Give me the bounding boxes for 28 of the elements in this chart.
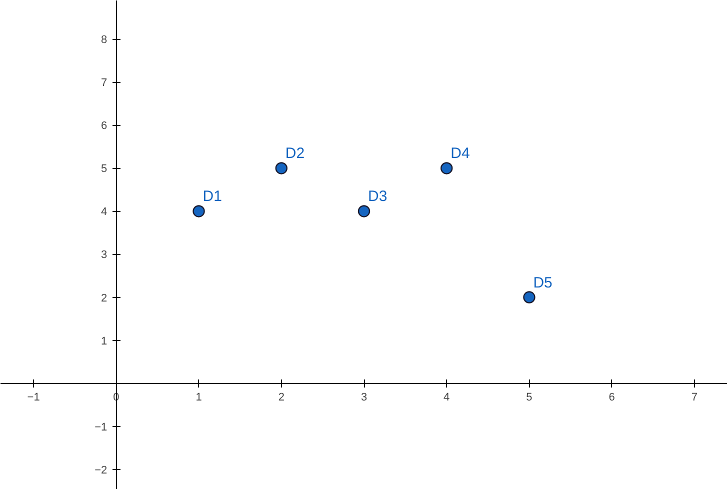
point [440,162,453,174]
y-tick-label: 5 [101,163,108,176]
annotation: D1 [202,188,222,206]
y-tick-label: −1 [94,421,108,434]
point [523,291,536,304]
x-tick-label: 6 [608,391,615,404]
y-tick-label: 3 [101,249,108,262]
y-tick-label: 8 [101,34,108,46]
annotation: D2 [285,145,305,162]
y-tick-label: 1 [101,335,108,348]
point [358,205,370,218]
x-tick-label: 3 [360,391,368,404]
y-tick-label: 7 [101,77,108,90]
x-tick-label: 1 [196,391,202,404]
annotation: D5 [533,274,552,292]
annotation: D3 [368,188,388,206]
y-tick-label: 2 [101,292,108,304]
x-tick-label: −1 [27,391,40,404]
y-tick-label: −2 [94,464,108,476]
point [275,162,288,174]
x-tick-label: 4 [444,391,450,404]
y-tick-label: 4 [101,206,108,218]
x-tick-label: 5 [526,391,532,404]
annotation: D4 [450,145,470,162]
point [192,205,205,218]
x-tick-label: 7 [691,391,698,404]
y-tick-label: 6 [101,120,108,132]
x-tick-label: 2 [278,391,284,404]
